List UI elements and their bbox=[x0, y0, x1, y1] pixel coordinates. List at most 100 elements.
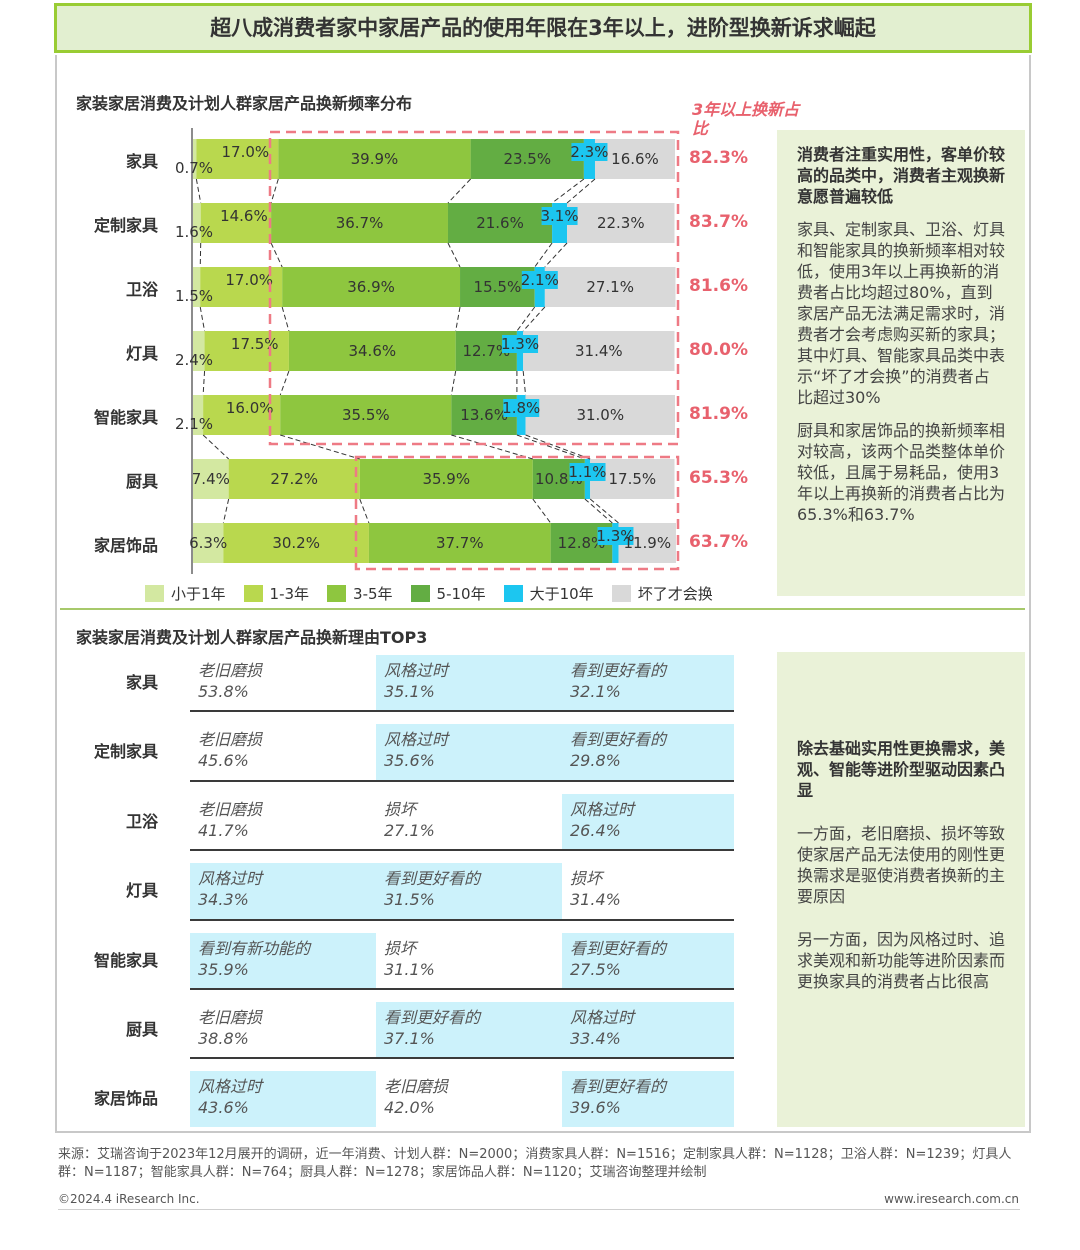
value-label: 16.0% bbox=[226, 399, 274, 417]
segment-connector bbox=[532, 498, 552, 524]
reason-value: 35.9% bbox=[198, 959, 249, 979]
reason-value: 27.1% bbox=[384, 820, 435, 840]
segment-connector bbox=[544, 242, 568, 268]
value-label: 15.5% bbox=[474, 278, 522, 296]
legend-swatch bbox=[327, 584, 347, 602]
category-label: 家居饰品 bbox=[93, 536, 158, 555]
bar-segment bbox=[203, 395, 281, 435]
value-label: 22.3% bbox=[597, 214, 645, 232]
value-label: 13.6% bbox=[460, 406, 508, 424]
reason-cell: 看到更好看的 32.1% bbox=[562, 655, 734, 711]
legend-label: 3-5年 bbox=[353, 584, 393, 603]
highlight-box-high bbox=[268, 130, 680, 446]
bar-segment bbox=[359, 459, 533, 499]
segment-connector bbox=[450, 370, 457, 396]
reason-cell: 损坏 31.4% bbox=[562, 863, 734, 918]
segment-connector bbox=[522, 306, 546, 332]
title-bar: 超八成消费者家中家居产品的使用年限在3年以上，进阶型换新诉求崛起 bbox=[54, 3, 1032, 53]
reason-row-divider bbox=[190, 849, 734, 852]
reason-cell: 损坏 27.1% bbox=[376, 794, 562, 849]
segment-connector bbox=[589, 498, 619, 524]
category-label: 厨具 bbox=[125, 472, 158, 491]
three-year-plus-value: 63.7% bbox=[689, 532, 748, 552]
reason-value: 29.8% bbox=[570, 751, 621, 771]
reason-cell: 老旧磨损 45.6% bbox=[190, 724, 376, 779]
segment-connector bbox=[516, 434, 586, 460]
bar-segment bbox=[447, 203, 553, 243]
legend-swatch bbox=[503, 584, 523, 602]
bar-segment bbox=[193, 395, 204, 435]
three-year-plus-value: 83.7% bbox=[689, 212, 748, 232]
value-label: 2.3% bbox=[570, 143, 608, 161]
value-label: 21.6% bbox=[476, 214, 524, 232]
legend-label: 坏了才会换 bbox=[637, 584, 713, 603]
value-label-bg bbox=[541, 207, 578, 225]
value-label: 16.6% bbox=[611, 150, 659, 168]
bar-segment bbox=[288, 331, 456, 371]
reason-value: 32.1% bbox=[570, 682, 621, 701]
reason-row-divider bbox=[190, 988, 734, 990]
reason-text: 看到更好看的 bbox=[570, 730, 667, 750]
segment-connector bbox=[447, 178, 471, 204]
reason-text: 损坏 bbox=[384, 938, 417, 958]
value-label: 37.7% bbox=[436, 534, 484, 552]
legend-label: 5-10年 bbox=[436, 584, 486, 603]
bar-segment bbox=[193, 139, 197, 179]
stacked-bar-chart: 0.7% 17.0% 39.9% 23.5% 2.3% 16.6% 1.6% 14.6% 36.… bbox=[175, 128, 680, 574]
bar-segment bbox=[204, 331, 289, 371]
chart-title: 家装家居消费及计划人群家居产品换新频率分布 bbox=[76, 94, 413, 113]
bar-segment bbox=[193, 523, 224, 563]
value-label: 1.1% bbox=[568, 463, 606, 481]
bar-segment bbox=[193, 203, 201, 243]
legend-item: 3-5年 bbox=[327, 583, 393, 604]
legend-swatch bbox=[243, 584, 263, 602]
bar-segment bbox=[193, 331, 205, 371]
value-label-bg bbox=[571, 143, 608, 161]
three-year-plus-value: 80.0% bbox=[689, 340, 748, 360]
reason-cell: 看到更好看的 29.8% bbox=[562, 724, 734, 780]
segment-connector bbox=[451, 434, 533, 460]
bar-segment bbox=[228, 459, 360, 499]
reason-value: 41.7% bbox=[198, 820, 249, 840]
three-year-plus-value: 82.3% bbox=[689, 148, 748, 168]
bar-segment bbox=[193, 267, 201, 307]
bar-segment bbox=[193, 459, 229, 499]
value-label: 36.9% bbox=[347, 278, 395, 296]
reason-category-label: 定制家具 bbox=[93, 742, 158, 762]
value-label: 1.8% bbox=[502, 399, 540, 417]
reason-text: 风格过时 bbox=[198, 869, 263, 889]
value-label: 27.2% bbox=[270, 470, 318, 488]
segment-connector bbox=[516, 306, 536, 332]
segment-connector bbox=[525, 434, 591, 460]
reason-value: 43.6% bbox=[198, 1098, 249, 1118]
reason-text: 风格过时 bbox=[384, 730, 449, 750]
reason-value: 38.8% bbox=[198, 1029, 249, 1048]
legend-item: 5-10年 bbox=[410, 583, 486, 604]
value-label: 23.5% bbox=[503, 150, 551, 168]
reason-cell: 老旧磨损 42.0% bbox=[376, 1071, 562, 1126]
insight-paragraph: 厨具和家居饰品的换新频率相对较高，该两个品类整体单价较低，且属于易耗品，使用3年… bbox=[797, 421, 1006, 524]
reason-text: 老旧磨损 bbox=[198, 1008, 263, 1027]
reason-value: 45.6% bbox=[198, 751, 249, 771]
reason-cell: 老旧磨损 53.8% bbox=[190, 655, 376, 710]
insight-paragraph: 一方面，老旧磨损、损坏等致使家居产品无法使用的刚性更换需求是驱使消费者换新的主要… bbox=[797, 824, 1006, 906]
insight-paragraph: 另一方面，因为风格过时、追求美观和新功能等进阶因素而更换家具的消费者占比很高 bbox=[797, 930, 1006, 991]
reason-row-divider bbox=[190, 710, 734, 713]
segment-connector bbox=[522, 370, 527, 396]
category-label: 智能家具 bbox=[93, 408, 158, 427]
three-year-plus-badge: 3年以上换新占比 bbox=[692, 100, 800, 138]
value-label: 12.7% bbox=[462, 342, 510, 360]
reason-row-divider bbox=[190, 918, 734, 921]
segment-connector bbox=[281, 306, 290, 332]
reason-text: 看到有新功能的 bbox=[198, 938, 311, 958]
bar-segment bbox=[523, 331, 675, 371]
reason-text: 损坏 bbox=[570, 869, 603, 889]
reason-cell: 看到更好看的 37.1% bbox=[376, 1002, 562, 1058]
reason-text: 风格过时 bbox=[570, 1008, 635, 1027]
reason-cell: 看到有新功能的 35.9% bbox=[190, 932, 376, 988]
reason-value: 35.6% bbox=[384, 751, 435, 771]
website-link[interactable]: www.iresearch.com.cn bbox=[884, 1192, 1019, 1206]
segment-connector bbox=[202, 370, 206, 396]
legend-item: 坏了才会换 bbox=[611, 583, 713, 604]
reason-value: 42.0% bbox=[384, 1098, 435, 1118]
